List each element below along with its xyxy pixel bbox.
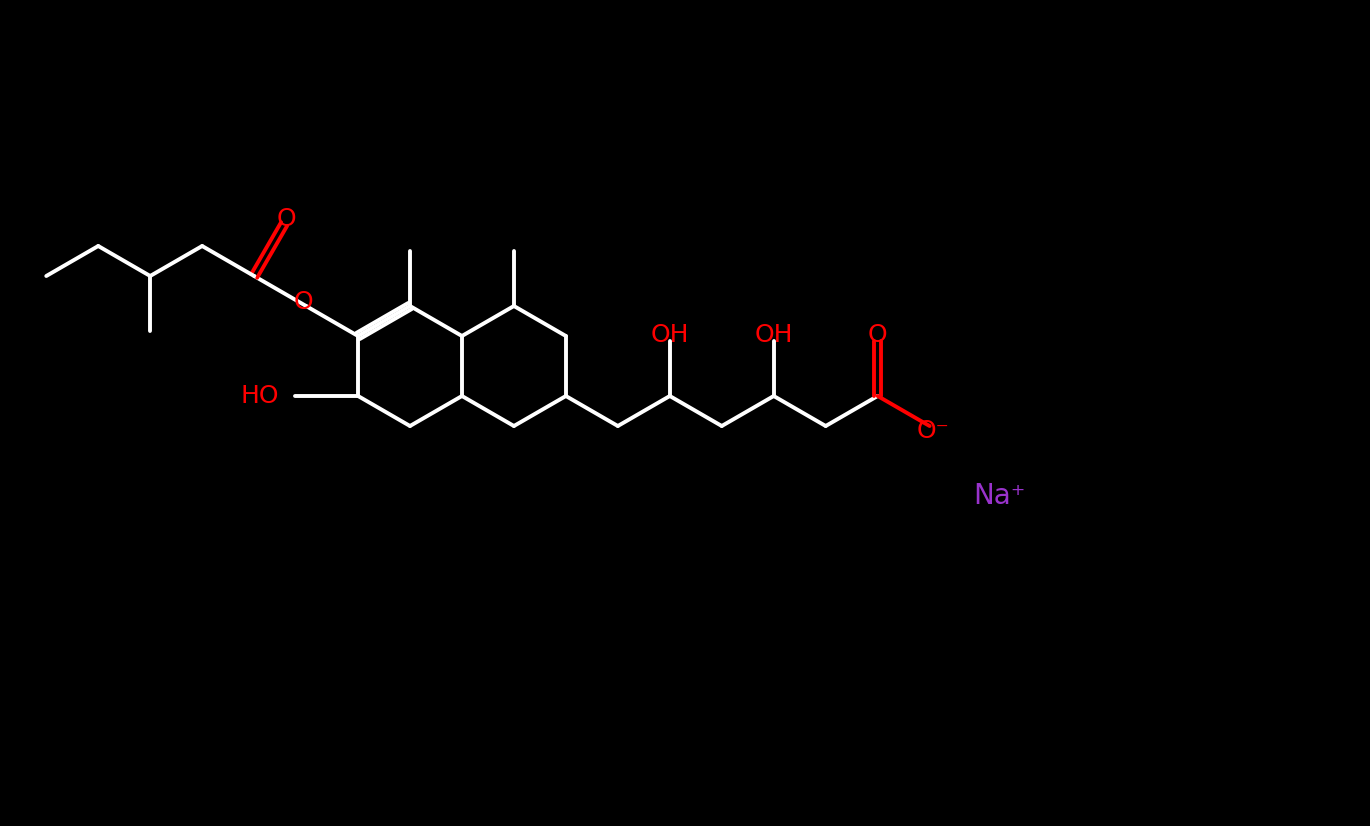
Text: O: O (867, 323, 888, 347)
Text: O: O (277, 207, 296, 231)
Text: O: O (293, 290, 312, 314)
Text: Na⁺: Na⁺ (974, 482, 1026, 510)
Text: O⁻: O⁻ (917, 419, 949, 443)
Text: OH: OH (755, 323, 793, 347)
Text: HO: HO (241, 384, 279, 408)
Text: OH: OH (651, 323, 689, 347)
